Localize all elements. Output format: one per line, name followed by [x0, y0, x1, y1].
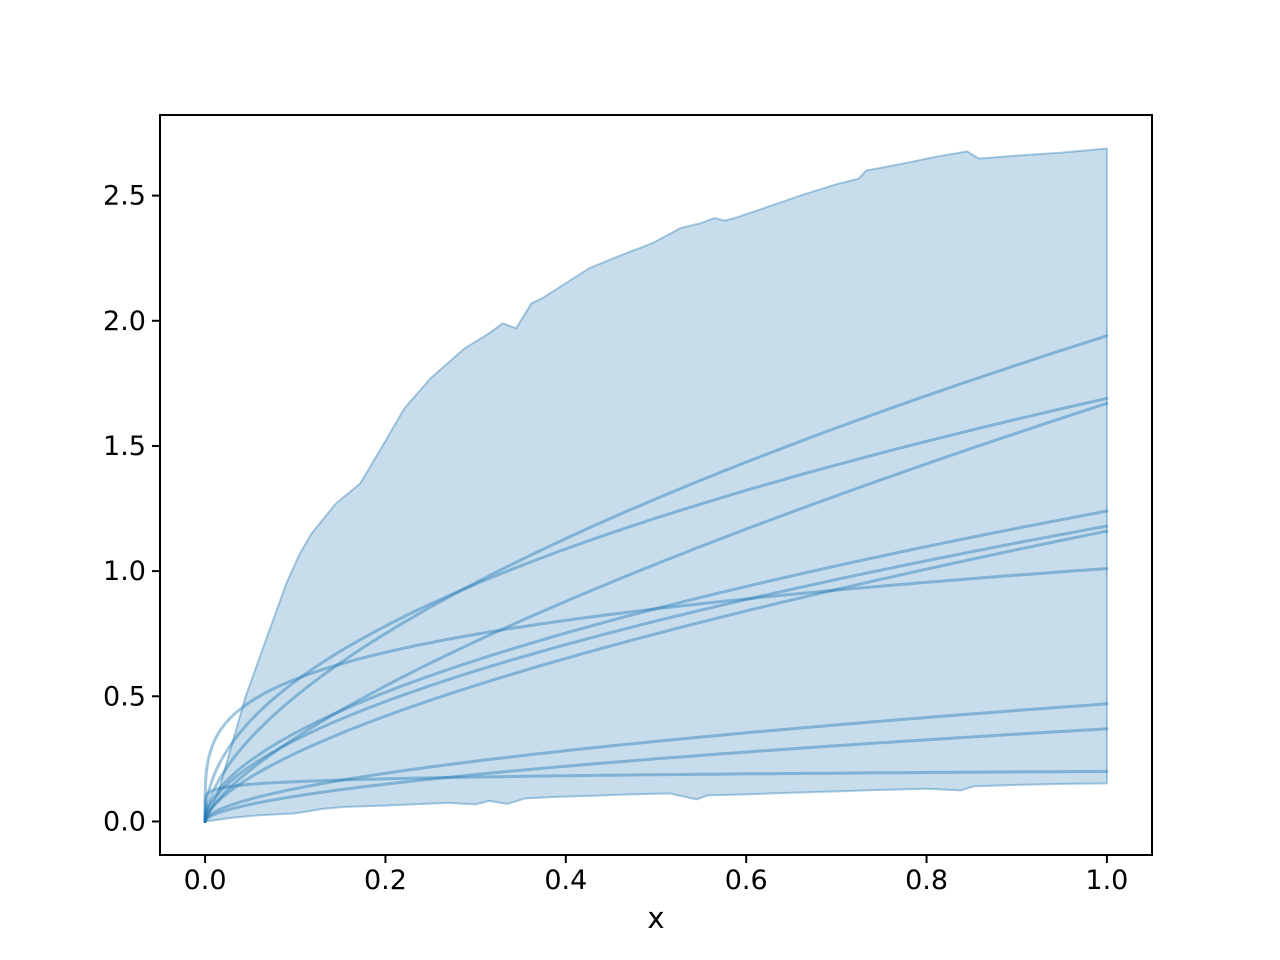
sample-curve-10: [203, 769, 1109, 823]
sample-curve-4: [203, 509, 1109, 823]
x-tick-label: 0.8: [905, 865, 948, 896]
sample-curve-6: [203, 529, 1109, 823]
y-tick-label: 2.0: [103, 306, 146, 337]
sample-curve-9: [203, 727, 1109, 823]
x-axis-label: x: [647, 901, 665, 935]
x-tick-label: 1.0: [1085, 865, 1128, 896]
sample-curve-5: [203, 524, 1109, 823]
confidence-band: [204, 147, 1108, 823]
y-tick-label: 0.5: [103, 681, 146, 712]
sample-curve-1: [203, 334, 1109, 823]
x-tick-label: 0.2: [364, 865, 407, 896]
y-tick-label: 2.5: [103, 181, 146, 212]
sample-curve-7: [203, 567, 1109, 823]
y-tick-label: 0.0: [103, 806, 146, 837]
sample-curve-8: [203, 702, 1109, 823]
x-tick-label: 0.6: [725, 865, 768, 896]
x-tick-label: 0.0: [184, 865, 227, 896]
sample-curve-3: [203, 401, 1109, 823]
x-tick-label: 0.4: [544, 865, 587, 896]
y-tick-label: 1.0: [103, 556, 146, 587]
y-tick-label: 1.5: [103, 431, 146, 462]
axes-spines: [159, 114, 1153, 856]
sample-curve-2: [203, 396, 1109, 823]
